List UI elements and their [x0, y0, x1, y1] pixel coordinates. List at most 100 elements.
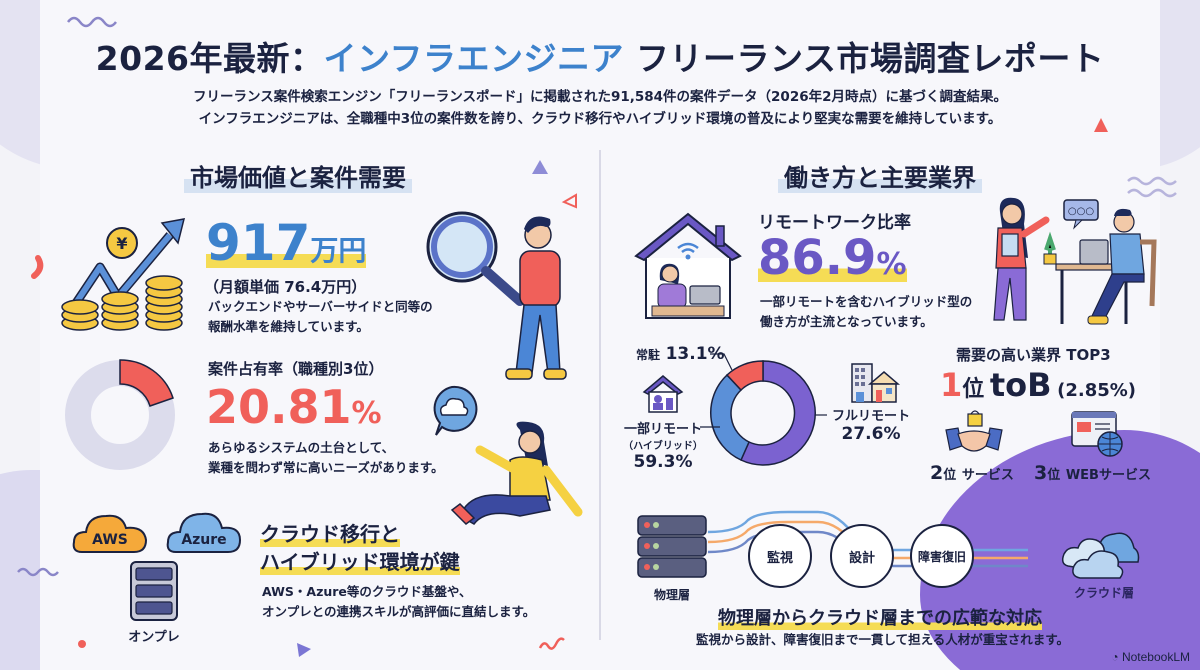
- physical-server-rack-icon: [637, 515, 707, 578]
- web-browser-globe-icon: [1071, 411, 1123, 457]
- triangle-decoration-icon: [297, 643, 311, 657]
- rank-1-name: toB: [989, 366, 1052, 404]
- industry-rank-3: 3位 WEBサービス: [1034, 462, 1151, 484]
- title-accent: インフラエンジニア: [323, 39, 625, 78]
- market-share-donut-chart: [65, 359, 175, 470]
- market-share-unit: %: [351, 396, 382, 431]
- rank-3-number: 3: [1034, 462, 1048, 484]
- rank-2-suffix: 位: [943, 468, 957, 483]
- triangle-decoration-icon: [532, 160, 548, 174]
- rank-3-name: WEBサービス: [1065, 468, 1151, 483]
- remote-ratio-number: 86.9: [758, 230, 877, 286]
- title-prefix: 2026年最新：: [95, 39, 324, 78]
- market-share-number: 20.81: [206, 380, 352, 434]
- cloud-migration-description: AWS・Azure等のクラウド基盤や、 オンプレとの連携スキルが高評価に直結しま…: [262, 582, 535, 622]
- layers-description: 監視から設計、障害復旧まで一貫して担える人材が重宝されます。: [696, 632, 1070, 647]
- sitting-woman-illustration-icon: [450, 421, 583, 525]
- remote-ratio-value: 86.9%: [758, 234, 907, 282]
- page-title: 2026年最新：インフラエンジニア フリーランス市場調査レポート: [0, 32, 1200, 80]
- cloud-migration-title-line-2: ハイブリッド環境が鍵: [260, 546, 460, 575]
- hybrid-label: 一部リモート （ハイブリッド） 59.3%: [618, 418, 708, 472]
- title-suffix: フリーランス市場調査レポート: [624, 39, 1105, 78]
- svg-text:¥: ¥: [116, 234, 127, 253]
- notebooklm-logo-icon: ◔: [1111, 650, 1119, 664]
- onsite-value: 13.1%: [665, 344, 725, 364]
- flow-node-design: 設計: [830, 524, 894, 588]
- salary-unit: 万円: [310, 234, 367, 267]
- squiggle-decoration-icon: [538, 637, 565, 650]
- onprem-label: オンプレ: [128, 630, 180, 645]
- onsite-label-text: 常駐: [636, 348, 661, 362]
- full-remote-leader-line: [815, 414, 827, 416]
- rank-1-suffix: 位: [962, 377, 985, 402]
- rank-2-name: サービス: [961, 468, 1014, 483]
- dot-decoration-icon: [78, 640, 86, 648]
- svg-text:○○○: ○○○: [1068, 206, 1094, 217]
- onsite-leader-line: [710, 353, 733, 371]
- hybrid-leader-line: [700, 426, 720, 428]
- hybrid-value: 59.3%: [633, 452, 693, 472]
- squiggle-decoration-icon: [1127, 176, 1177, 198]
- share-desc-line-1: あらゆるシステムの土台として、: [208, 440, 395, 455]
- layers-title: 物理層からクラウド層までの広範な対応: [718, 604, 1042, 630]
- wave-decoration-icon: [17, 567, 59, 577]
- svg-text:Azure: Azure: [181, 532, 226, 548]
- svg-text:AWS: AWS: [92, 532, 128, 548]
- rank-2-number: 2: [930, 462, 944, 484]
- right-section-title: 働き方と主要業界: [778, 158, 982, 193]
- full-remote-value: 27.6%: [841, 424, 901, 444]
- handshake-shopping-icon: [945, 410, 1003, 452]
- cloud-speech-bubble-icon: [433, 385, 478, 436]
- cloud-desc-line-1: AWS・Azure等のクラウド基盤や、: [262, 584, 472, 599]
- brand-text: NotebookLM: [1121, 650, 1190, 664]
- salary-description: バックエンドやサーバーサイドと同等の 報酬水準を維持しています。: [208, 297, 433, 337]
- flow-node-recovery: 障害復旧: [910, 524, 974, 588]
- magnifier-person-illustration-icon: [426, 211, 567, 380]
- rank-1-number: 1: [940, 366, 963, 404]
- industry-rank-1: 1位 toB (2.85%): [940, 366, 1136, 404]
- remote-ratio-description: 一部リモートを含むハイブリッド型の 働き方が主流となっています。: [760, 292, 972, 332]
- monthly-rate: （月額単価 76.4万円）: [204, 278, 367, 296]
- office-meeting-illustration-icon: ○○○: [993, 197, 1157, 325]
- share-desc-line-2: 業種を問わず常に高いニーズがあります。: [208, 460, 444, 475]
- triangle-outline-decoration-icon: [561, 193, 577, 209]
- remote-desc-line-2: 働き方が主流となっています。: [760, 314, 933, 329]
- salary-desc-line-1: バックエンドやサーバーサイドと同等の: [208, 299, 433, 314]
- rank-1-percent: (2.85%): [1057, 380, 1137, 401]
- onprem-server-icon: [130, 561, 178, 621]
- salary-desc-line-2: 報酬水準を維持しています。: [208, 319, 369, 334]
- house-person-icon: [642, 375, 684, 413]
- notebooklm-brand: ◔ NotebookLM: [1111, 650, 1190, 664]
- cloud-migration-title-line-1: クラウド移行と: [260, 518, 400, 547]
- hybrid-label-text: 一部リモート: [623, 422, 702, 437]
- workstyle-donut-chart: [709, 360, 816, 466]
- triangle-decoration-icon: [1094, 118, 1108, 132]
- subtitle-line-2: インフラエンジニアは、全職種中3位の案件数を誇り、クラウド移行やハイブリッド環境…: [198, 111, 1002, 127]
- physical-layer-label: 物理層: [653, 588, 690, 602]
- salary-number: 917: [206, 214, 311, 272]
- cloud-desc-line-2: オンプレとの連携スキルが高評価に直結します。: [262, 604, 536, 619]
- market-share-label: 案件占有率（職種別3位）: [208, 360, 384, 378]
- section-divider: [599, 150, 601, 640]
- remote-ratio-label: リモートワーク比率: [758, 213, 911, 233]
- hybrid-sub-label: （ハイブリッド）: [623, 441, 703, 452]
- rank-3-suffix: 位: [1047, 468, 1061, 483]
- aws-cloud-icon: AWS: [72, 514, 148, 553]
- remote-ratio-unit: %: [876, 247, 907, 282]
- cloud-layer-icon: [1061, 532, 1140, 579]
- left-section-title: 市場価値と案件需要: [184, 158, 412, 193]
- full-remote-label-text: フルリモート: [831, 409, 910, 424]
- wave-decoration-icon: [67, 16, 117, 28]
- industry-rank-2: 2位 サービス: [930, 462, 1014, 484]
- azure-cloud-icon: Azure: [166, 512, 242, 553]
- squiggle-decoration-icon: [31, 255, 44, 279]
- subtitle-line-1: フリーランス案件検索エンジン「フリーランスポード」に掲載された91,584件の案…: [192, 89, 1008, 105]
- building-house-icon: [851, 363, 901, 403]
- annual-salary-value: 917万円: [206, 218, 367, 268]
- remote-desc-line-1: 一部リモートを含むハイブリッド型の: [760, 294, 973, 309]
- onsite-label: 常駐 13.1%: [636, 344, 725, 364]
- market-share-description: あらゆるシステムの土台として、 業種を問わず常に高いニーズがあります。: [208, 438, 444, 478]
- market-share-value: 20.81%: [206, 384, 382, 430]
- remote-work-house-illustration-icon: [634, 212, 742, 319]
- top-industries-title: 需要の高い業界 TOP3: [956, 346, 1111, 364]
